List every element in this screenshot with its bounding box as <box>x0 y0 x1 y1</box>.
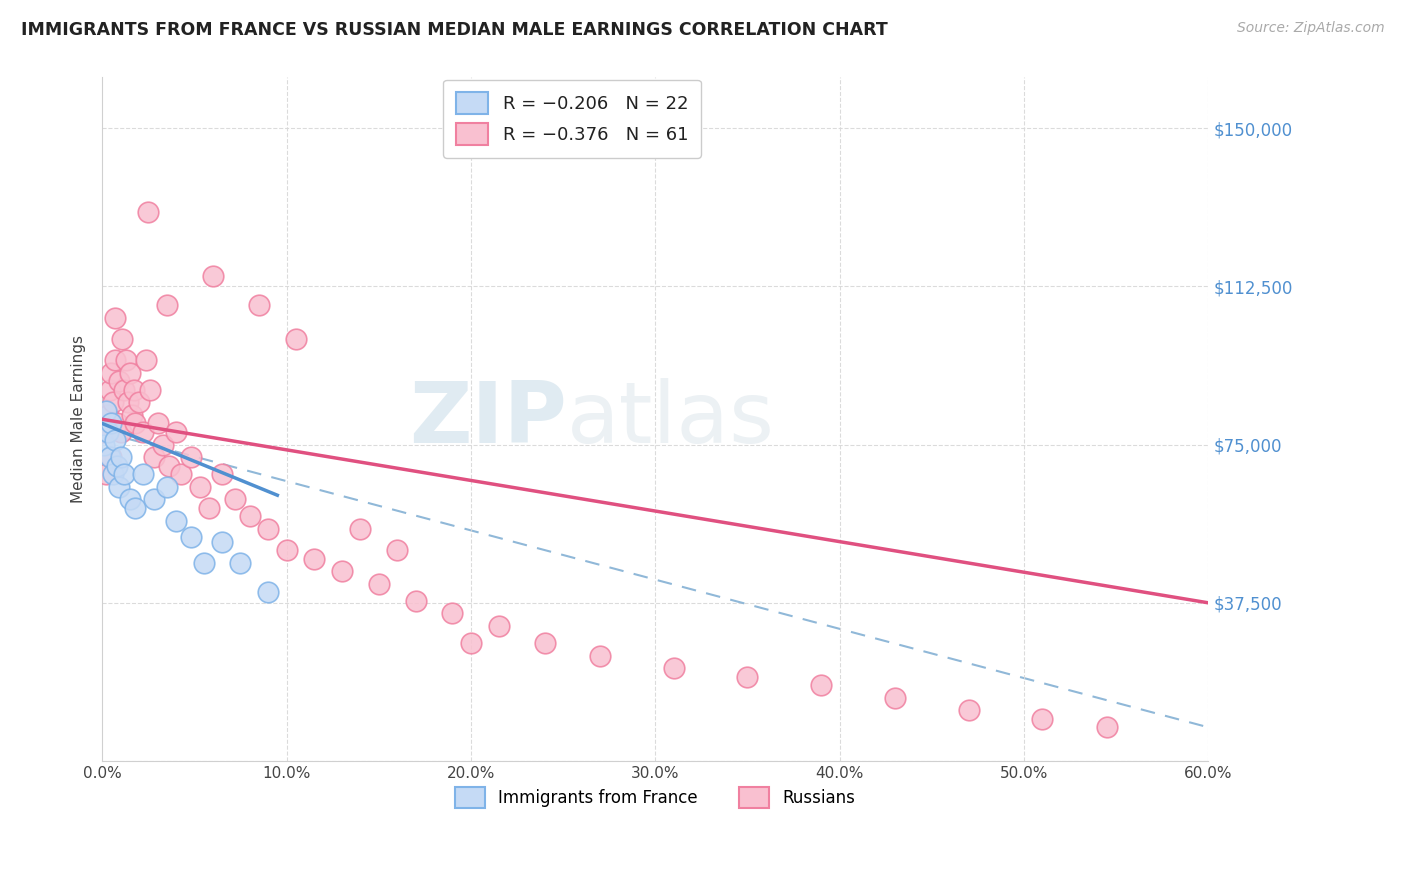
Point <box>94 467 117 482</box>
Point <box>180 450 202 465</box>
Point <box>957 703 980 717</box>
Text: ZIP: ZIP <box>409 377 567 461</box>
Point <box>107 480 129 494</box>
Point <box>112 383 135 397</box>
Point <box>110 450 132 465</box>
Y-axis label: Median Male Earnings: Median Male Earnings <box>72 335 86 503</box>
Point <box>405 593 427 607</box>
Legend: Immigrants from France, Russians: Immigrants from France, Russians <box>449 780 862 814</box>
Point <box>157 458 180 473</box>
Point <box>111 332 134 346</box>
Point <box>276 543 298 558</box>
Point <box>152 437 174 451</box>
Point <box>810 678 832 692</box>
Point <box>93 425 115 439</box>
Point <box>165 514 187 528</box>
Point <box>737 670 759 684</box>
Point <box>105 458 128 473</box>
Point <box>211 534 233 549</box>
Point <box>302 551 325 566</box>
Point <box>105 417 128 431</box>
Point <box>460 636 482 650</box>
Point <box>132 425 155 439</box>
Point <box>662 661 685 675</box>
Point <box>139 383 162 397</box>
Point <box>98 450 121 465</box>
Point <box>97 425 120 439</box>
Point <box>229 556 252 570</box>
Point <box>180 530 202 544</box>
Point <box>589 648 612 663</box>
Point <box>103 395 125 409</box>
Point <box>104 434 127 448</box>
Point <box>118 492 141 507</box>
Point <box>118 366 141 380</box>
Point <box>97 408 120 422</box>
Point <box>142 492 165 507</box>
Point <box>117 395 139 409</box>
Point <box>107 374 129 388</box>
Point <box>188 480 211 494</box>
Text: IMMIGRANTS FROM FRANCE VS RUSSIAN MEDIAN MALE EARNINGS CORRELATION CHART: IMMIGRANTS FROM FRANCE VS RUSSIAN MEDIAN… <box>21 21 887 38</box>
Point <box>100 366 122 380</box>
Point <box>128 395 150 409</box>
Point <box>211 467 233 482</box>
Point <box>367 577 389 591</box>
Point <box>198 500 221 515</box>
Point <box>257 522 280 536</box>
Point <box>1095 720 1118 734</box>
Point <box>441 607 464 621</box>
Point <box>330 564 353 578</box>
Point <box>100 417 122 431</box>
Point <box>146 417 169 431</box>
Point <box>112 467 135 482</box>
Point <box>247 298 270 312</box>
Point <box>98 383 121 397</box>
Point <box>201 268 224 283</box>
Point <box>104 310 127 325</box>
Point <box>124 417 146 431</box>
Point <box>1031 712 1053 726</box>
Point <box>224 492 246 507</box>
Point <box>122 383 145 397</box>
Point <box>103 467 125 482</box>
Point <box>156 298 179 312</box>
Point <box>124 500 146 515</box>
Point <box>170 467 193 482</box>
Point <box>136 205 159 219</box>
Point <box>193 556 215 570</box>
Point <box>349 522 371 536</box>
Point <box>121 408 143 422</box>
Point <box>93 437 115 451</box>
Point <box>165 425 187 439</box>
Point <box>104 353 127 368</box>
Text: atlas: atlas <box>567 377 775 461</box>
Point <box>385 543 408 558</box>
Point <box>115 353 138 368</box>
Point <box>488 619 510 633</box>
Point <box>533 636 555 650</box>
Text: Source: ZipAtlas.com: Source: ZipAtlas.com <box>1237 21 1385 35</box>
Point <box>257 585 280 599</box>
Point <box>884 690 907 705</box>
Point <box>100 450 122 465</box>
Point <box>142 450 165 465</box>
Point <box>110 425 132 439</box>
Point <box>135 353 157 368</box>
Point <box>94 404 117 418</box>
Point <box>284 332 307 346</box>
Point <box>156 480 179 494</box>
Point <box>239 509 262 524</box>
Point <box>132 467 155 482</box>
